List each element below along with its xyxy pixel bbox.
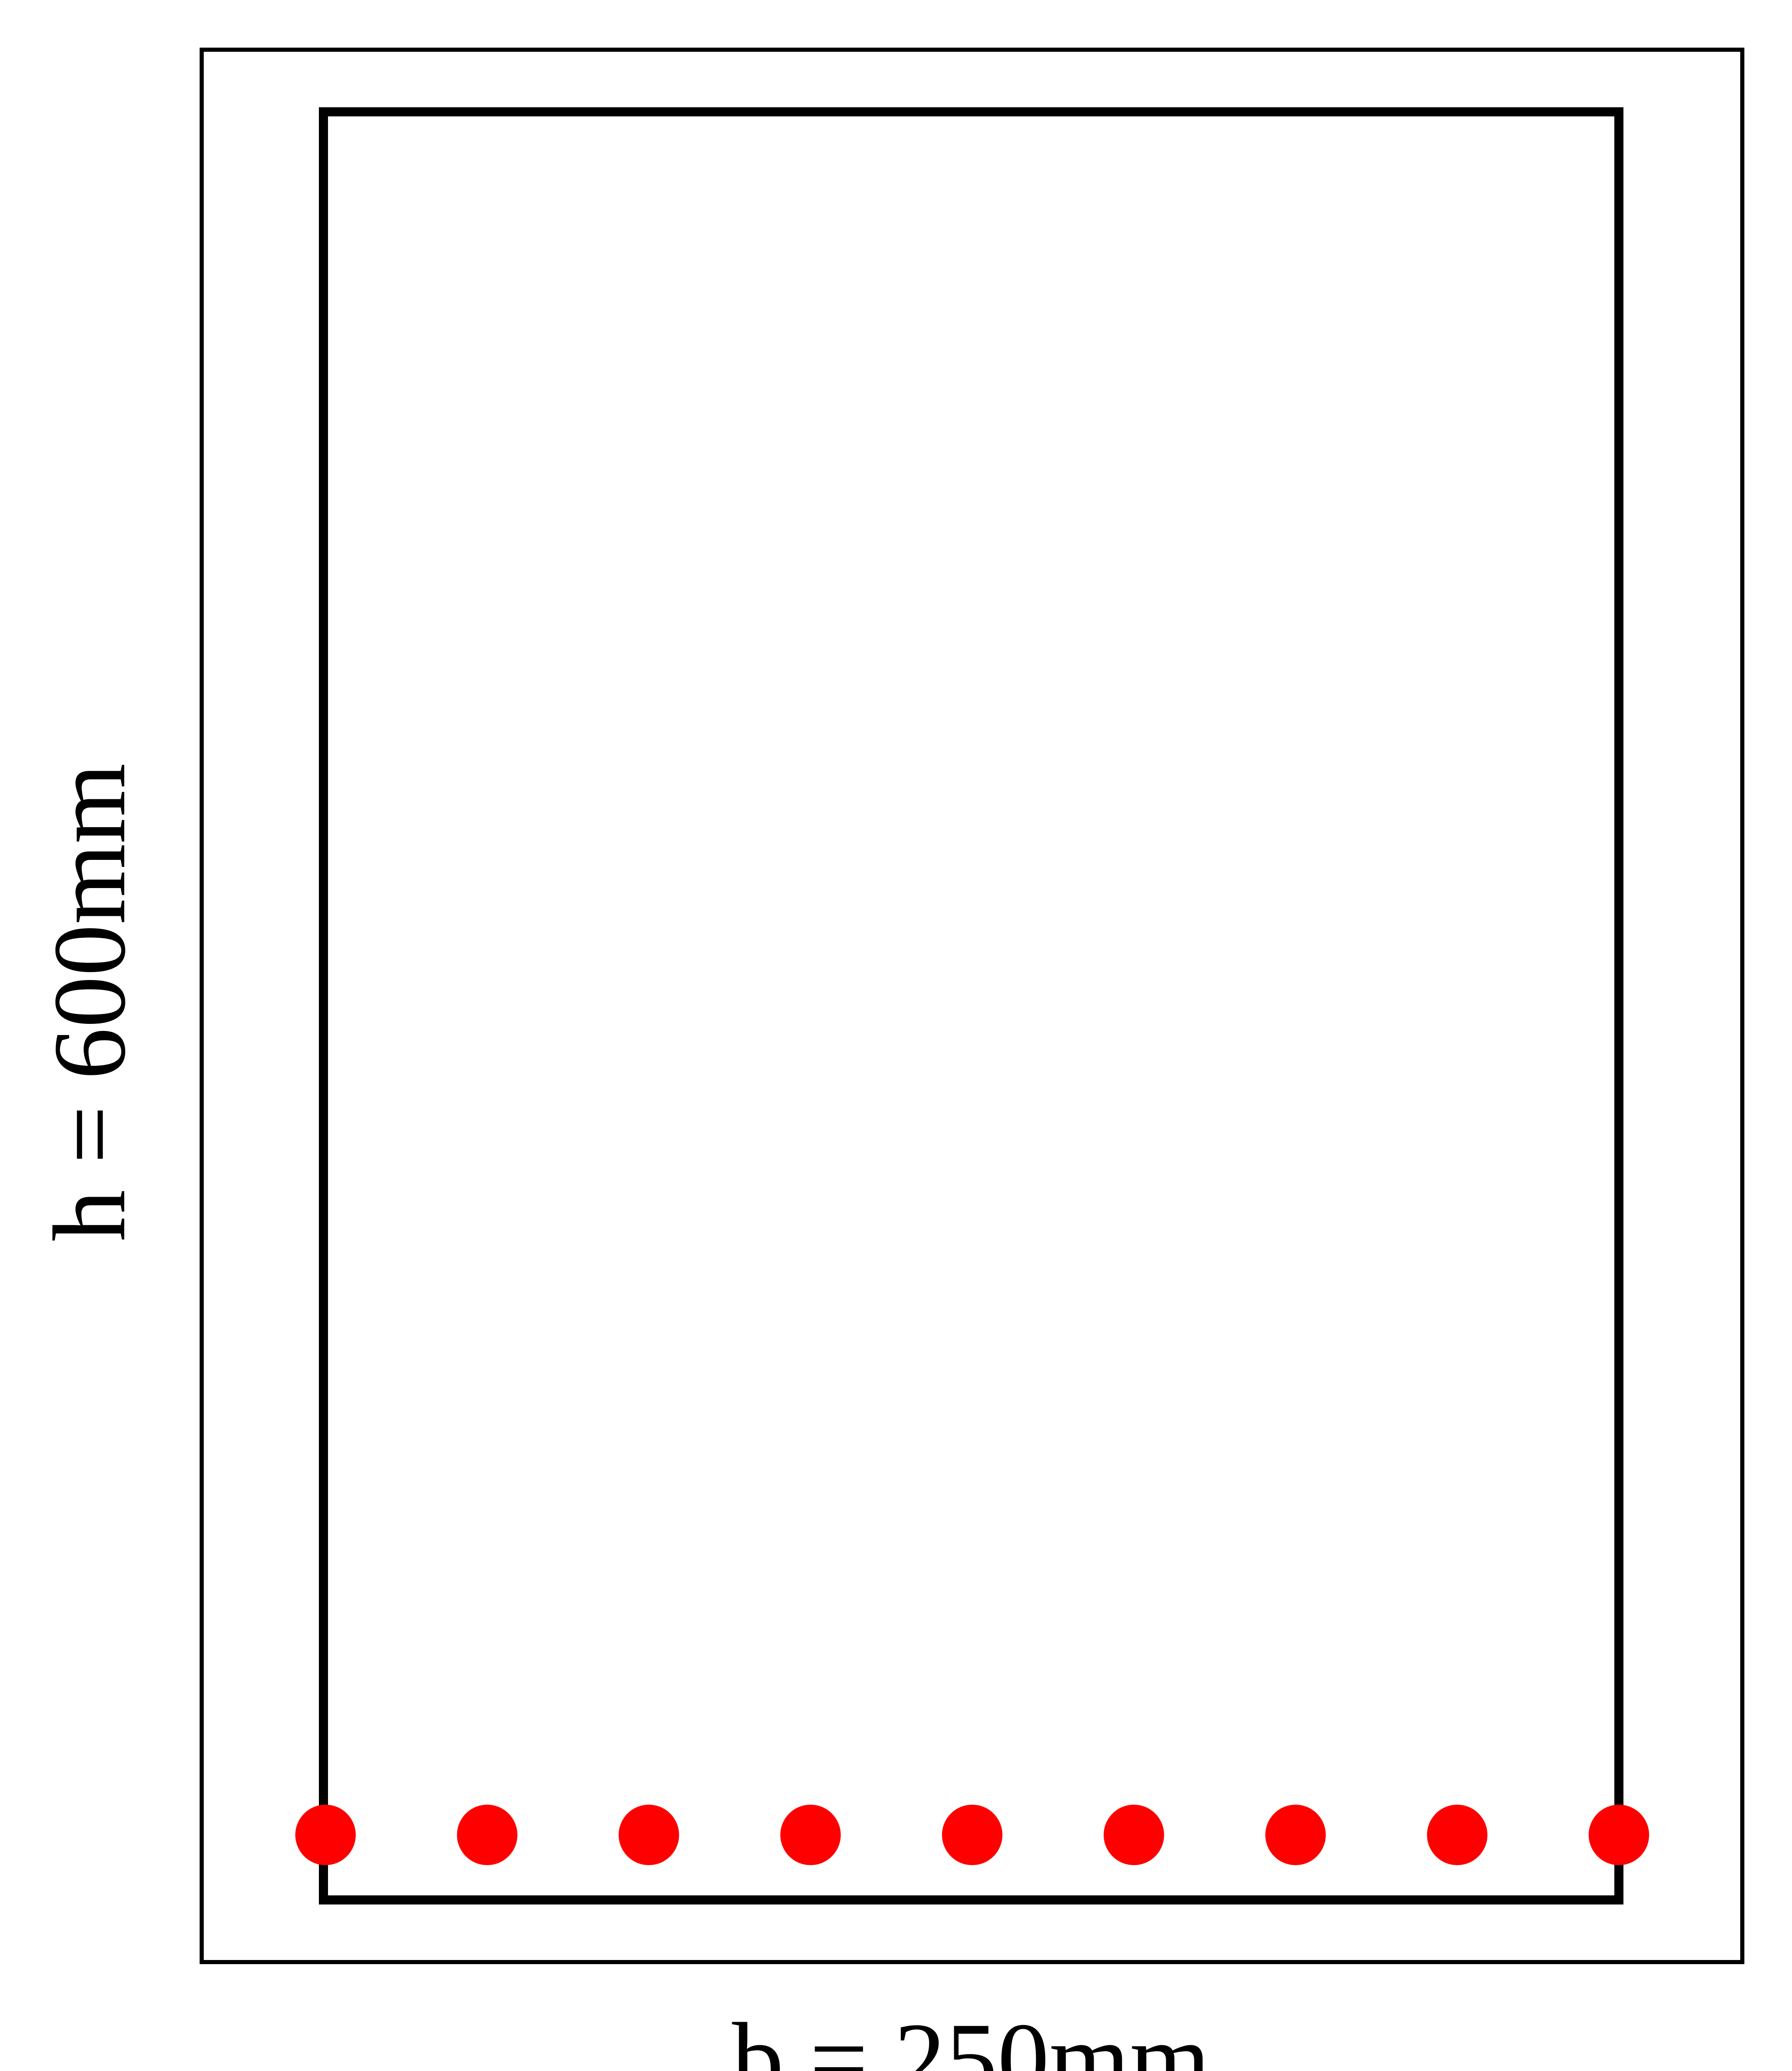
rebar-dot (1103, 1805, 1164, 1865)
rebar-dot (780, 1805, 841, 1865)
rebar-dot (1265, 1805, 1326, 1865)
rebar-dot (942, 1805, 1003, 1865)
rebar-dot (618, 1805, 679, 1865)
rebar-dot (295, 1805, 356, 1865)
height-dimension-label: h = 600mm (32, 763, 147, 1242)
rebar-dot (1427, 1805, 1488, 1865)
width-dimension-label: b = 250mm (732, 2002, 1211, 2071)
section-outline (319, 107, 1623, 1904)
rebar-dot (1589, 1805, 1649, 1865)
rebar-dot (457, 1805, 518, 1865)
rebar-group (295, 1805, 1649, 1865)
outer-frame (200, 48, 1744, 1964)
